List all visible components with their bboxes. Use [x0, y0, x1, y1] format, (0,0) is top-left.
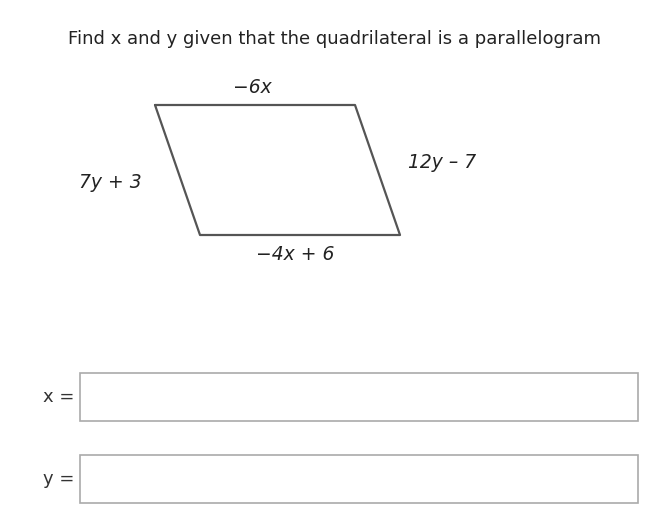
Text: 7y + 3: 7y + 3 [79, 173, 142, 192]
Text: x =: x = [43, 388, 74, 406]
Text: −6x: −6x [232, 78, 271, 97]
Text: Find x and y given that the quadrilateral is a parallelogram: Find x and y given that the quadrilatera… [67, 30, 601, 48]
Bar [80, 455, 638, 503]
Bar [80, 373, 638, 421]
Text: y =: y = [43, 470, 74, 488]
Text: 12y – 7: 12y – 7 [408, 154, 476, 172]
Text: −4x + 6: −4x + 6 [256, 245, 334, 264]
